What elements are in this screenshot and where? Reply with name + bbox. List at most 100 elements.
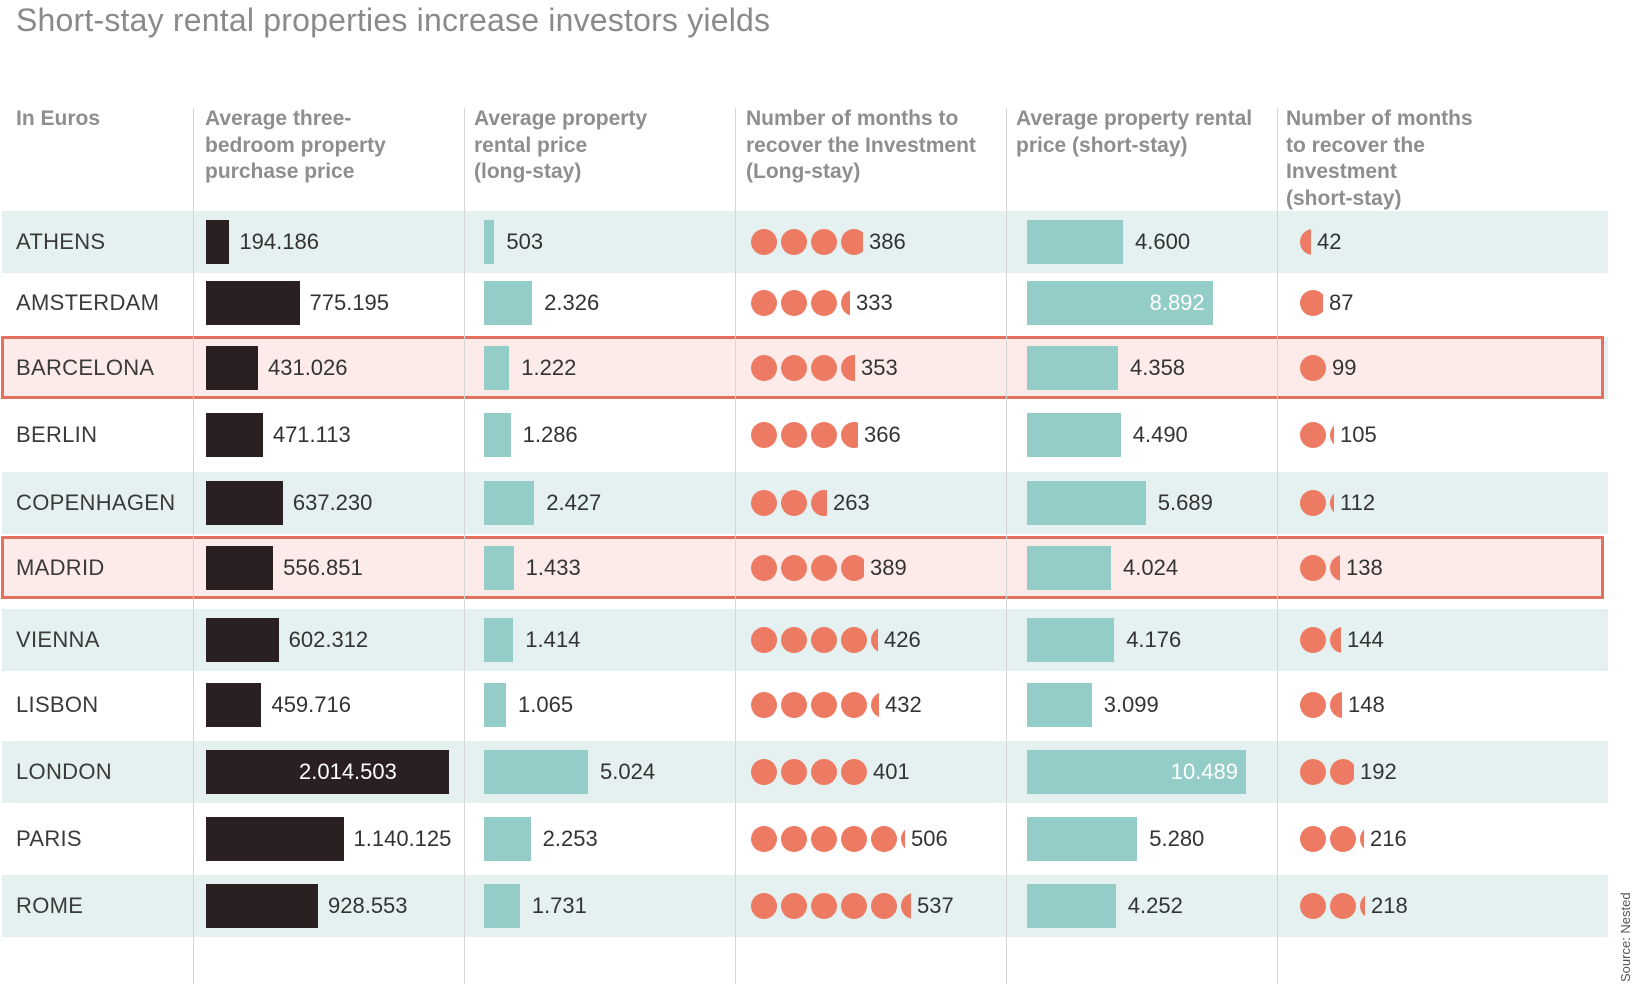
month-dot <box>751 692 777 718</box>
month-dot <box>781 759 807 785</box>
city-label: ATHENS <box>16 229 106 254</box>
month-dot <box>811 422 837 448</box>
short-stay-rent-label: 4.600 <box>1135 229 1191 254</box>
long-stay-rent-label: 1.222 <box>521 355 577 380</box>
month-dot <box>781 893 807 919</box>
month-dot-partial-fill <box>1360 893 1365 919</box>
short-stay-rent-bar <box>1027 817 1138 861</box>
long-stay-rent-bar <box>484 750 588 794</box>
short-stay-rent-bar <box>1027 413 1121 457</box>
long-stay-rent-bar <box>484 618 514 662</box>
purchase-price-bar <box>206 683 262 727</box>
month-dot <box>781 692 807 718</box>
city-label: AMSTERDAM <box>16 290 160 315</box>
month-dot-partial <box>1330 627 1341 653</box>
month-dot <box>811 290 837 316</box>
short-stay-months-label: 99 <box>1332 355 1357 380</box>
month-dot <box>751 490 777 516</box>
long-stay-rent-bar <box>484 346 510 390</box>
month-dot <box>751 290 777 316</box>
column-header-line: (short-stay) <box>1286 186 1402 210</box>
city-label: COPENHAGEN <box>16 490 176 515</box>
month-dot <box>841 759 867 785</box>
short-stay-months-label: 112 <box>1340 490 1376 515</box>
month-dot <box>781 490 807 516</box>
purchase-price-label: 2.014.503 <box>299 759 397 784</box>
month-dot <box>1300 759 1326 785</box>
month-dot-partial <box>1300 229 1311 255</box>
long-stay-months-label: 389 <box>870 555 907 580</box>
short-stay-months-label: 192 <box>1360 759 1397 784</box>
month-dot <box>841 692 867 718</box>
month-dot <box>1330 893 1356 919</box>
long-stay-rent-bar <box>484 817 531 861</box>
short-stay-rent-bar <box>1027 220 1124 264</box>
long-stay-months-label: 333 <box>856 290 893 315</box>
month-dot <box>781 627 807 653</box>
month-dot-partial-fill <box>1300 290 1323 316</box>
long-stay-rent-label: 1.731 <box>531 893 587 918</box>
month-dot-partial-fill <box>1300 355 1326 381</box>
short-stay-rent-label: 4.024 <box>1123 555 1179 580</box>
purchase-price-bar <box>206 884 318 928</box>
long-stay-rent-bar <box>484 481 535 525</box>
city-label: ROME <box>16 893 84 918</box>
month-dot-partial <box>1330 422 1334 448</box>
long-stay-rent-bar <box>484 281 533 325</box>
column-header-line: Number of months <box>1286 107 1473 130</box>
month-dot-partial-fill <box>1330 422 1334 448</box>
purchase-price-bar <box>206 220 230 264</box>
month-dot <box>751 229 777 255</box>
chart-title: Short-stay rental properties increase in… <box>16 2 771 38</box>
column-header-line: price (short-stay) <box>1016 133 1188 157</box>
long-stay-rent-label: 2.326 <box>544 290 600 315</box>
long-stay-months-label: 353 <box>861 355 898 380</box>
month-dot <box>781 290 807 316</box>
long-stay-rent-bar <box>484 683 507 727</box>
column-header: Average property rental price (short-stay… <box>1016 106 1252 159</box>
purchase-price-bar <box>206 546 274 590</box>
month-dot <box>751 759 777 785</box>
month-dot <box>751 355 777 381</box>
month-dot <box>1300 422 1326 448</box>
column-header-line: purchase price <box>205 160 355 183</box>
short-stay-months-label: 42 <box>1317 229 1342 254</box>
column-header-line: bedroom property <box>205 133 386 157</box>
long-stay-rent-label: 1.286 <box>522 422 578 447</box>
month-dot-partial-fill <box>901 893 911 919</box>
column-divider <box>464 108 465 984</box>
month-dot <box>871 893 897 919</box>
month-dot <box>811 627 837 653</box>
month-dot <box>751 893 777 919</box>
column-header-line: recover the Investment <box>746 133 976 157</box>
long-stay-rent-bar <box>484 546 514 590</box>
month-dot <box>811 555 837 581</box>
long-stay-rent-label: 2.427 <box>546 490 602 515</box>
purchase-price-bar <box>206 281 300 325</box>
column-divider <box>1006 108 1007 984</box>
purchase-price-label: 775.195 <box>309 290 390 315</box>
month-dot <box>1300 627 1326 653</box>
column-header-line: (Long-stay) <box>746 160 861 183</box>
month-dot <box>781 229 807 255</box>
short-stay-rent-bar <box>1027 546 1112 590</box>
long-stay-months-label: 366 <box>864 422 901 447</box>
long-stay-months-label: 537 <box>917 893 954 918</box>
city-label: BERLIN <box>16 422 98 447</box>
long-stay-months-label: 386 <box>869 229 906 254</box>
purchase-price-bar <box>206 413 263 457</box>
month-dot <box>841 627 867 653</box>
month-dot-partial-fill <box>841 290 850 316</box>
long-stay-rent-label: 1.065 <box>518 692 574 717</box>
short-stay-months-label: 148 <box>1348 692 1385 717</box>
month-dot <box>811 229 837 255</box>
column-header: Average property rental price (long-stay) <box>474 106 647 186</box>
short-stay-rent-label: 4.358 <box>1129 355 1186 380</box>
month-dot-partial <box>1330 759 1354 785</box>
column-header: In Euros <box>16 106 100 133</box>
month-dot <box>811 355 837 381</box>
short-stay-rent-label: 4.490 <box>1132 422 1188 447</box>
month-dot <box>781 422 807 448</box>
month-dot <box>781 555 807 581</box>
short-stay-rent-label: 5.689 <box>1157 490 1213 515</box>
